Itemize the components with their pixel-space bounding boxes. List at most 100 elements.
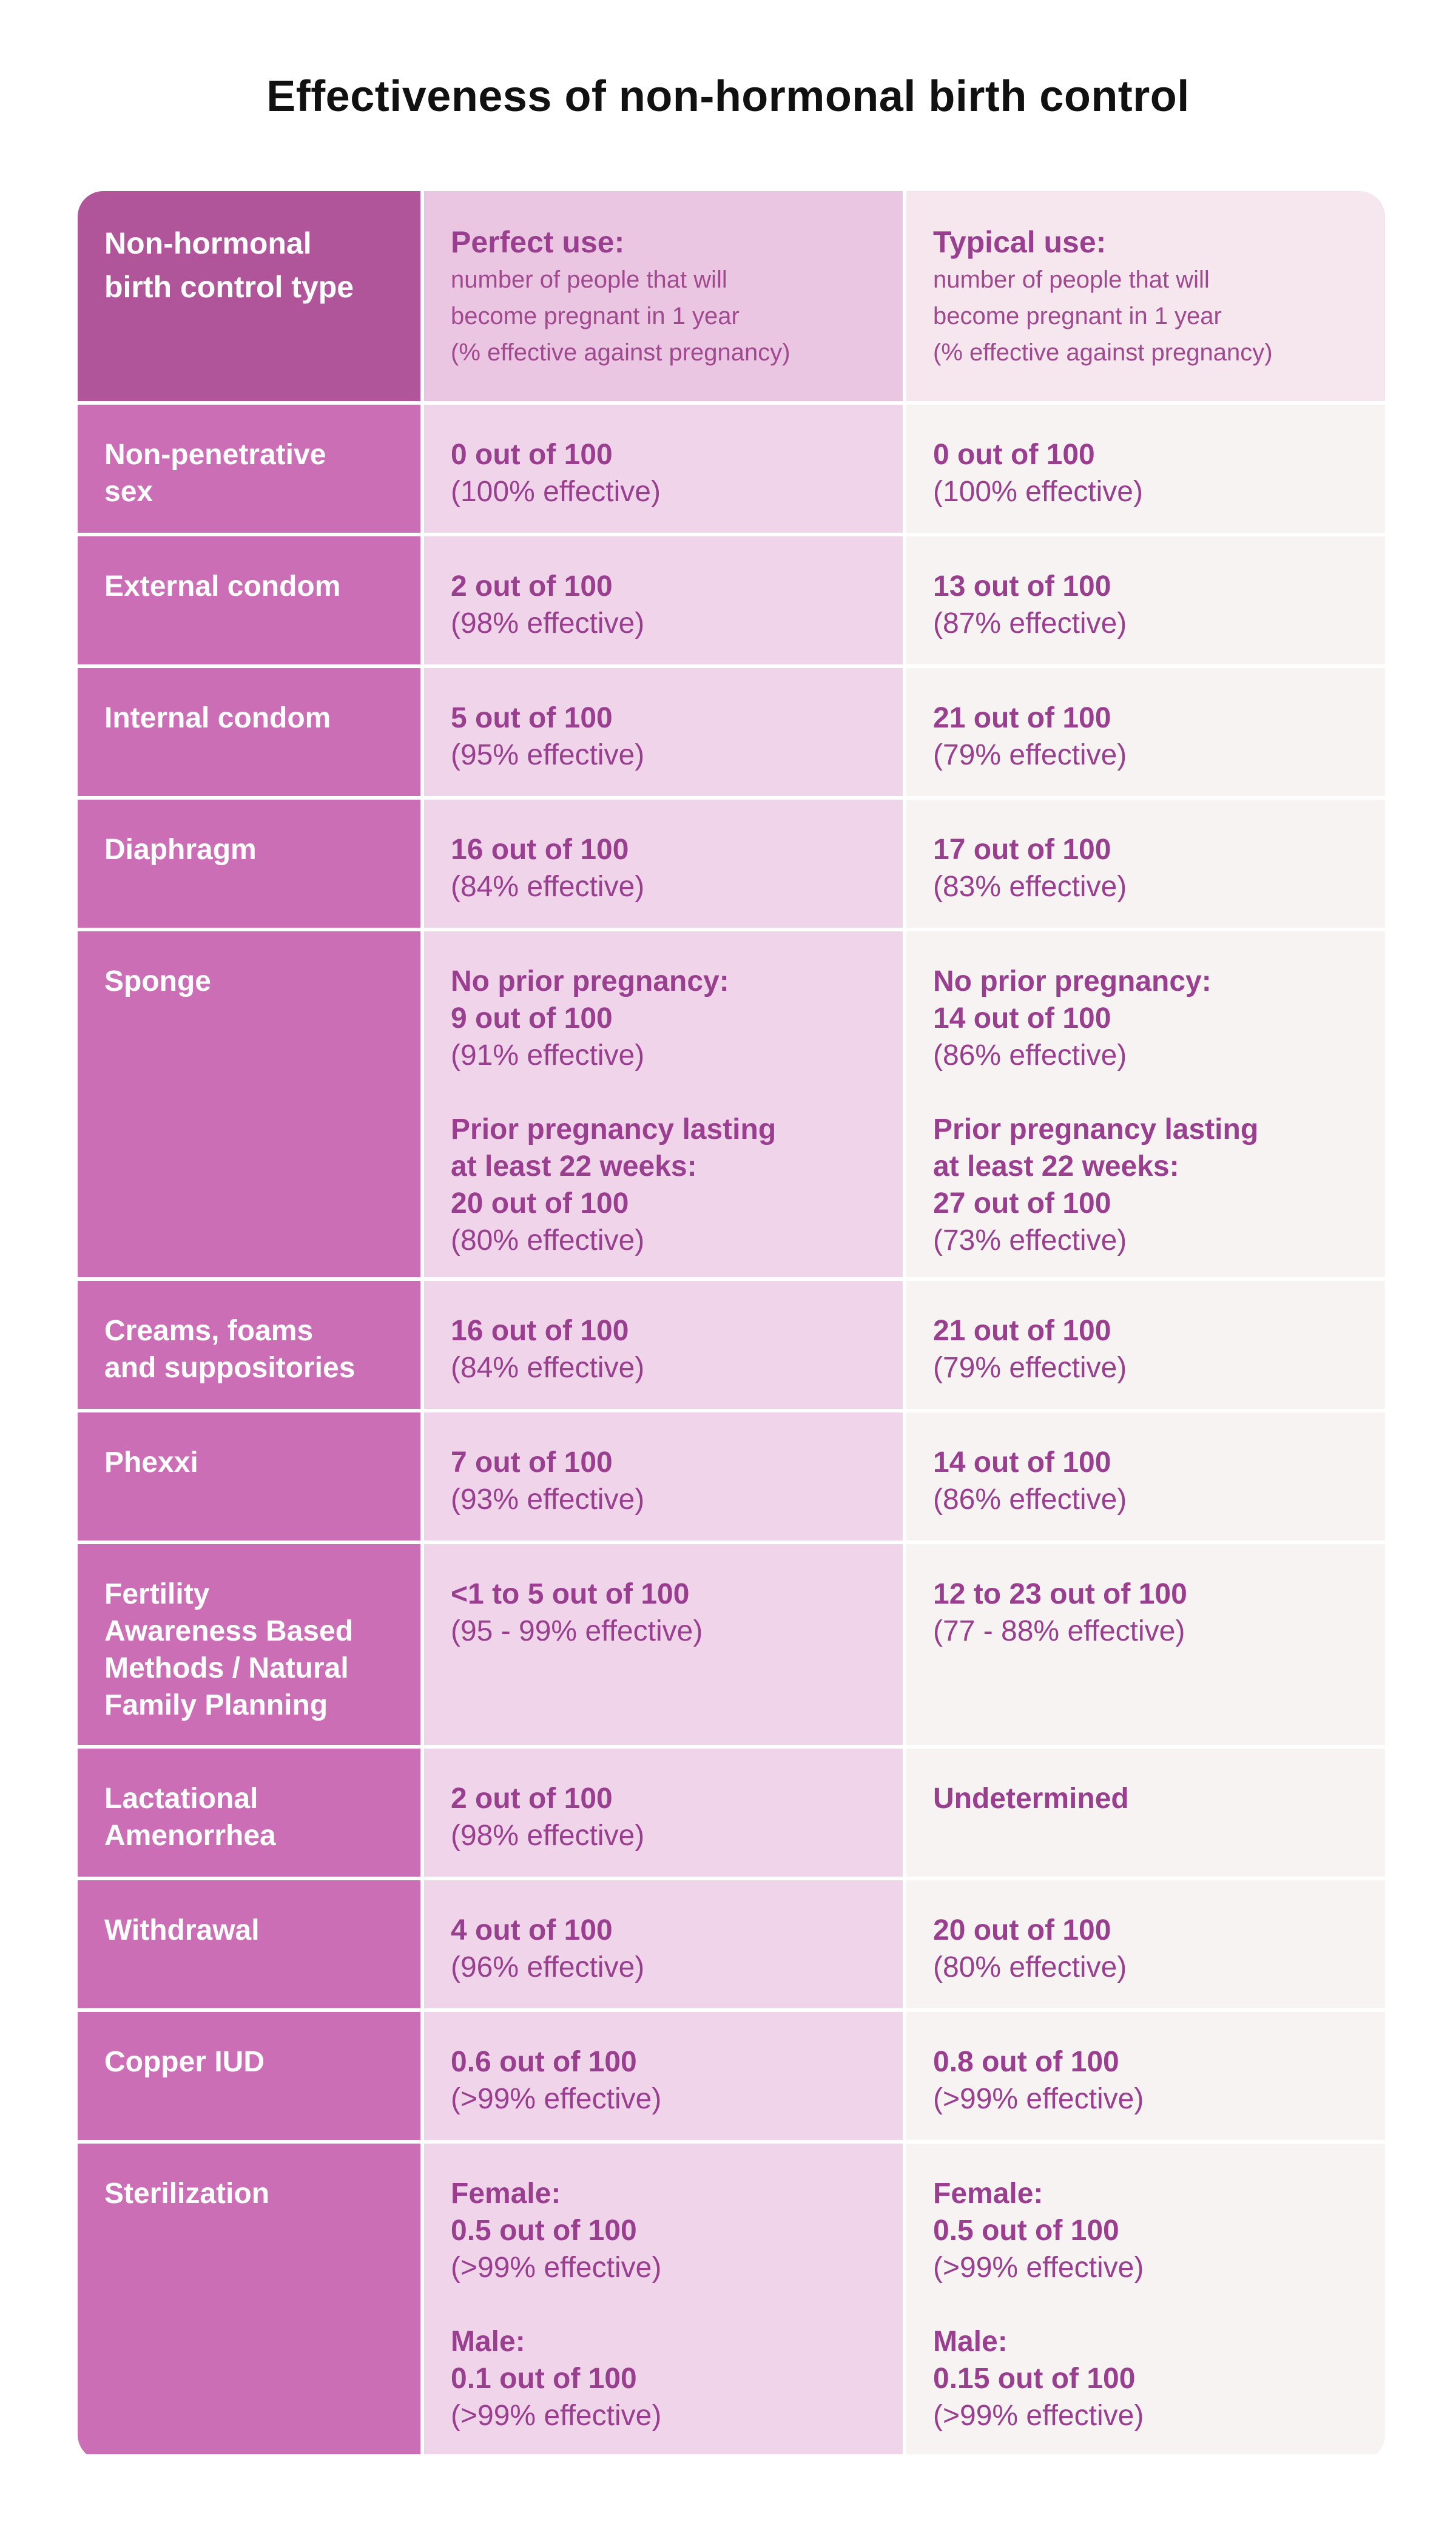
row-label: Phexxi bbox=[78, 1412, 420, 1540]
value-text: 2 out of 100 bbox=[451, 570, 613, 602]
typical-use-cell: 13 out of 100 (87% effective) bbox=[906, 536, 1385, 664]
row-label: Lactational Amenorrhea bbox=[78, 1749, 420, 1877]
perfect-use-cell: 4 out of 100 (96% effective) bbox=[424, 1880, 903, 2008]
value-text: 27 out of 100 bbox=[933, 1187, 1111, 1220]
perfect-use-cell: 7 out of 100 (93% effective) bbox=[424, 1412, 903, 1540]
typical-use-cell: 0.8 out of 100 (>99% effective) bbox=[906, 2012, 1385, 2140]
effectiveness-text: (86% effective) bbox=[933, 1039, 1127, 1071]
header-perfect-title: Perfect use: bbox=[451, 225, 625, 259]
header-typical-title: Typical use: bbox=[933, 225, 1107, 259]
value-text: 12 to 23 out of 100 bbox=[933, 1578, 1187, 1610]
row-label: Copper IUD bbox=[78, 2012, 420, 2140]
value-text: Female: bbox=[933, 2178, 1043, 2210]
typical-use-cell: 12 to 23 out of 100 (77 - 88% effective) bbox=[906, 1544, 1385, 1745]
value-text: 0.5 out of 100 bbox=[933, 2215, 1119, 2247]
perfect-use-cell: Female: 0.5 out of 100 (>99% effective) Mal… bbox=[424, 2144, 903, 2454]
perfect-use-cell: 0.6 out of 100 (>99% effective) bbox=[424, 2012, 903, 2140]
row-label: Withdrawal bbox=[78, 1880, 420, 2008]
perfect-use-cell: <1 to 5 out of 100 (95 - 99% effective) bbox=[424, 1544, 903, 1745]
perfect-use-cell: 0 out of 100 (100% effective) bbox=[424, 405, 903, 533]
value-text: 17 out of 100 bbox=[933, 834, 1111, 866]
value-text: Female: bbox=[451, 2178, 561, 2210]
effectiveness-text: (100% effective) bbox=[933, 476, 1143, 508]
typical-use-cell: No prior pregnancy: 14 out of 100 (86% eff… bbox=[906, 931, 1385, 1277]
effectiveness-text: (79% effective) bbox=[933, 739, 1127, 771]
perfect-use-cell: 5 out of 100 (95% effective) bbox=[424, 668, 903, 796]
value-text: 16 out of 100 bbox=[451, 1315, 629, 1347]
perfect-use-cell: 2 out of 100 (98% effective) bbox=[424, 536, 903, 664]
effectiveness-text: (>99% effective) bbox=[451, 2083, 662, 2115]
effectiveness-text: (95 - 99% effective) bbox=[451, 1615, 703, 1647]
effectiveness-text: (87% effective) bbox=[933, 607, 1127, 639]
value-text: 21 out of 100 bbox=[933, 1315, 1111, 1347]
value-text: 0.5 out of 100 bbox=[451, 2215, 637, 2247]
effectiveness-text: (93% effective) bbox=[451, 1483, 645, 1516]
effectiveness-text: (80% effective) bbox=[933, 1951, 1127, 1983]
value-text: Male: bbox=[933, 2326, 1008, 2358]
effectiveness-text: (>99% effective) bbox=[451, 2400, 662, 2432]
row-label: Sponge bbox=[78, 931, 420, 1277]
typical-use-cell: 17 out of 100 (83% effective) bbox=[906, 800, 1385, 928]
value-text: No prior pregnancy: bbox=[451, 965, 729, 997]
typical-use-cell: 20 out of 100 (80% effective) bbox=[906, 1880, 1385, 2008]
value-text: 5 out of 100 bbox=[451, 702, 613, 734]
value-text: Male: bbox=[451, 2326, 525, 2358]
header-type-cell: Non-hormonal birth control type bbox=[78, 191, 420, 401]
effectiveness-text: (80% effective) bbox=[451, 1224, 645, 1257]
effectiveness-text: (73% effective) bbox=[933, 1224, 1127, 1257]
effectiveness-text: (84% effective) bbox=[451, 871, 645, 903]
value-text: 14 out of 100 bbox=[933, 1446, 1111, 1479]
typical-use-cell: 21 out of 100 (79% effective) bbox=[906, 1281, 1385, 1409]
value-text: 0 out of 100 bbox=[451, 439, 613, 471]
value-text: 2 out of 100 bbox=[451, 1783, 613, 1815]
effectiveness-text: (91% effective) bbox=[451, 1039, 645, 1071]
value-text: 0.8 out of 100 bbox=[933, 2046, 1119, 2078]
value-text: <1 to 5 out of 100 bbox=[451, 1578, 690, 1610]
value-text: 0.1 out of 100 bbox=[451, 2363, 637, 2395]
effectiveness-text: (79% effective) bbox=[933, 1352, 1127, 1384]
effectiveness-text: (>99% effective) bbox=[933, 2083, 1144, 2115]
header-perfect-cell: Perfect use: number of people that will … bbox=[424, 191, 903, 401]
effectiveness-text: (96% effective) bbox=[451, 1951, 645, 1983]
row-label: Non-penetrative sex bbox=[78, 405, 420, 533]
row-label: External condom bbox=[78, 536, 420, 664]
header-perfect-desc: number of people that will become pregna… bbox=[451, 266, 790, 366]
line-spacer bbox=[451, 2286, 878, 2323]
value-text: 9 out of 100 bbox=[451, 1002, 613, 1034]
row-label: Creams, foams and suppositories bbox=[78, 1281, 420, 1409]
page-title: Effectiveness of non-hormonal birth cont… bbox=[266, 72, 1190, 121]
value-text: at least 22 weeks: bbox=[451, 1150, 697, 1183]
effectiveness-text: (83% effective) bbox=[933, 871, 1127, 903]
effectiveness-text: (84% effective) bbox=[451, 1352, 645, 1384]
effectiveness-text: (98% effective) bbox=[451, 1820, 645, 1852]
perfect-use-cell: No prior pregnancy: 9 out of 100 (91% effe… bbox=[424, 931, 903, 1277]
perfect-use-cell: 16 out of 100 (84% effective) bbox=[424, 1281, 903, 1409]
effectiveness-text: (98% effective) bbox=[451, 607, 645, 639]
header-type-label: Non-hormonal birth control type bbox=[104, 226, 354, 304]
value-text: at least 22 weeks: bbox=[933, 1150, 1179, 1183]
typical-use-cell: 14 out of 100 (86% effective) bbox=[906, 1412, 1385, 1540]
row-label: Sterilization bbox=[78, 2144, 420, 2454]
line-spacer bbox=[451, 1074, 878, 1111]
line-spacer bbox=[933, 1074, 1361, 1111]
value-text: 7 out of 100 bbox=[451, 1446, 613, 1479]
row-label: Internal condom bbox=[78, 668, 420, 796]
value-text: 21 out of 100 bbox=[933, 702, 1111, 734]
value-text: Prior pregnancy lasting bbox=[933, 1113, 1259, 1146]
effectiveness-text: (>99% effective) bbox=[451, 2252, 662, 2284]
effectiveness-text: (>99% effective) bbox=[933, 2252, 1144, 2284]
value-text: 20 out of 100 bbox=[933, 1914, 1111, 1946]
effectiveness-text: (100% effective) bbox=[451, 476, 661, 508]
typical-use-cell: Undetermined bbox=[906, 1749, 1385, 1877]
value-text: 16 out of 100 bbox=[451, 834, 629, 866]
value-text: 4 out of 100 bbox=[451, 1914, 613, 1946]
value-text: 0.15 out of 100 bbox=[933, 2363, 1136, 2395]
effectiveness-table: Non-hormonal birth control type Perfect … bbox=[78, 191, 1385, 2460]
row-label: Fertility Awareness Based Methods / Natu… bbox=[78, 1544, 420, 1745]
value-text: No prior pregnancy: bbox=[933, 965, 1212, 997]
value-text: Undetermined bbox=[933, 1783, 1129, 1815]
value-text: 0 out of 100 bbox=[933, 439, 1095, 471]
effectiveness-text: (>99% effective) bbox=[933, 2400, 1144, 2432]
value-text: 0.6 out of 100 bbox=[451, 2046, 637, 2078]
effectiveness-text: (95% effective) bbox=[451, 739, 645, 771]
